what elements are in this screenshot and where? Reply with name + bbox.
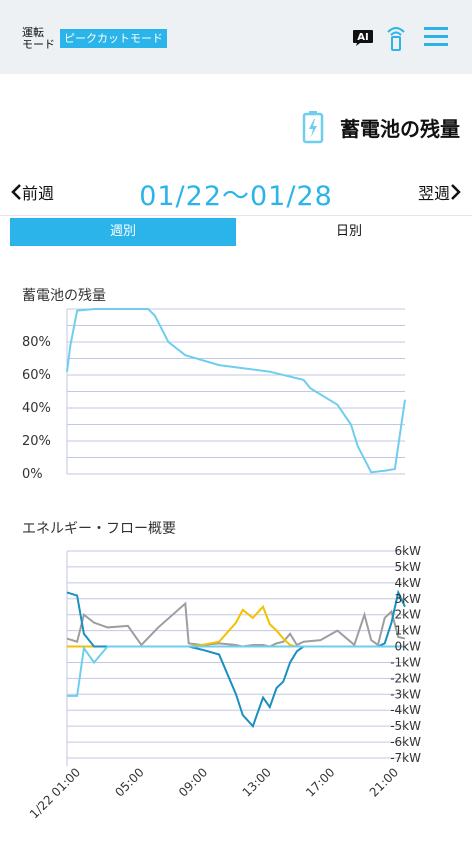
chevron-right-icon	[451, 184, 461, 200]
next-week-button[interactable]: 翌週	[418, 180, 462, 204]
y-tick-label: 1kW	[395, 624, 422, 638]
y-tick-label: 80%	[22, 335, 51, 350]
y-tick-label: 60%	[22, 368, 51, 383]
week-navigation: 前週 01/22～01/28 翌週	[0, 176, 472, 212]
mode-badge[interactable]: ピークカットモード	[60, 29, 167, 48]
battery-level-chart: 0% 20% 40% 60% 80%	[22, 308, 406, 482]
chevron-left-icon	[11, 184, 21, 200]
y-tick-label: -1kW	[390, 655, 421, 669]
y-tick-label: 40%	[22, 401, 51, 416]
energy-series-line	[66, 601, 406, 648]
ai-icon-text: AI	[357, 32, 368, 43]
y-tick-label: 3kW	[395, 592, 422, 606]
energy-series-line	[67, 645, 405, 697]
x-tick-label: 17:00	[303, 765, 337, 799]
prev-week-label: 前週	[22, 184, 55, 203]
y-tick-label: -2kW	[390, 671, 421, 685]
y-tick-label: 6kW	[395, 544, 422, 558]
x-tick-label: 21:00	[367, 765, 401, 799]
battery-series-line	[66, 308, 406, 474]
y-tick-label: -4kW	[390, 703, 421, 717]
mode-label: 運転 モード	[22, 26, 55, 51]
y-tick-label: -5kW	[390, 719, 421, 733]
divider	[0, 215, 472, 216]
y-tick-label: -3kW	[390, 687, 421, 701]
page-heading: 蓄電池の残量	[302, 110, 460, 144]
tab-weekly[interactable]: 週別	[10, 218, 236, 246]
y-tick-label: -6kW	[390, 735, 421, 749]
energy-flow-chart: 6kW 5kW 4kW 3kW 2kW 1kW 0kW-1kW -2kW -3kW -4kW -5k…	[27, 544, 422, 821]
prev-week-button[interactable]: 前週	[10, 180, 54, 204]
y-tick-label: 4kW	[395, 576, 422, 590]
tab-daily[interactable]: 日別	[335, 224, 362, 239]
x-tick-label: 05:00	[112, 765, 146, 799]
y-tick-label: 0kW	[395, 640, 422, 654]
x-tick-label: 13:00	[240, 765, 274, 799]
week-range: 01/22～01/28	[139, 181, 333, 212]
period-tabs: 週別 日別	[10, 218, 462, 246]
app-header: 運転 モード ピークカットモード AI	[0, 0, 472, 74]
y-tick-label: 2kW	[395, 608, 422, 622]
x-tick-label: 09:00	[176, 765, 210, 799]
energy-series-line	[66, 589, 406, 729]
energy-chart-title: エネルギー・フロー概要	[22, 521, 176, 537]
y-tick-label: -7kW	[390, 751, 421, 765]
ai-icon[interactable]: AI	[352, 29, 374, 47]
next-week-label: 翌週	[417, 184, 450, 203]
y-tick-label: 0%	[22, 467, 43, 482]
battery-chart-title: 蓄電池の残量	[22, 288, 106, 304]
x-tick-label: 1/22 01:00	[27, 765, 83, 821]
signal-icon[interactable]	[386, 24, 406, 52]
y-tick-label: 20%	[22, 434, 51, 449]
y-tick-label: 5kW	[395, 560, 422, 574]
page-title: 蓄電池の残量	[340, 116, 460, 141]
battery-icon	[302, 111, 324, 144]
menu-icon[interactable]	[424, 26, 448, 48]
